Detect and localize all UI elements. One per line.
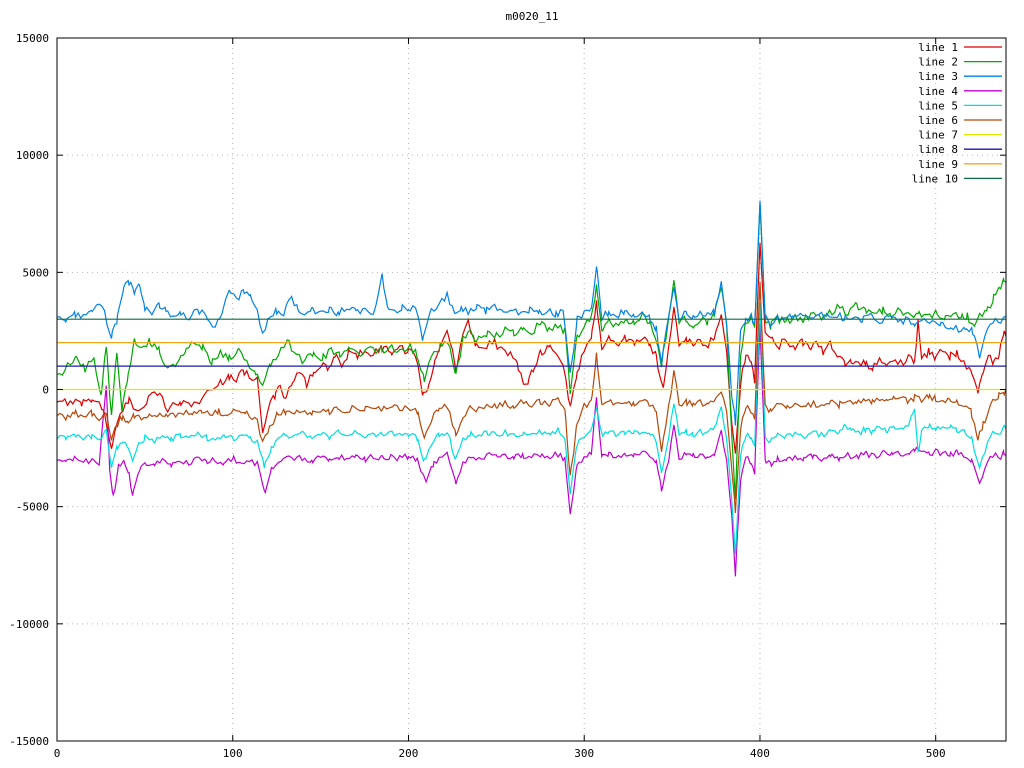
y-tick-label: 0 [42, 384, 49, 397]
legend-label-line-8: line 8 [918, 143, 958, 156]
y-tick-label: 10000 [16, 149, 49, 162]
series-line-4 [56, 323, 1007, 577]
x-tick-label: 500 [926, 747, 946, 760]
legend-label-line-5: line 5 [918, 99, 958, 112]
legend-label-line-1: line 1 [918, 41, 958, 54]
series-line-3 [56, 200, 1007, 426]
legend-label-line-6: line 6 [918, 114, 958, 127]
y-tick-label: -5000 [16, 501, 49, 514]
x-tick-label: 100 [223, 747, 243, 760]
x-tick-label: 400 [750, 747, 770, 760]
series-line-2 [56, 203, 1007, 500]
series-line-5 [56, 302, 1007, 555]
legend-label-line-4: line 4 [918, 85, 958, 98]
series-line-1 [56, 242, 1007, 454]
legend-label-line-9: line 9 [918, 158, 958, 171]
chart-title: m0020_11 [505, 10, 559, 23]
legend-label-line-2: line 2 [918, 56, 958, 69]
series-line-6 [56, 281, 1007, 514]
x-tick-label: 0 [54, 747, 61, 760]
y-tick-label: -15000 [9, 735, 49, 748]
y-tick-label: 5000 [23, 266, 50, 279]
legend-label-line-7: line 7 [918, 129, 958, 142]
legend-label-line-3: line 3 [918, 70, 958, 83]
x-tick-label: 200 [399, 747, 419, 760]
y-tick-label: -10000 [9, 618, 49, 631]
y-tick-label: 15000 [16, 32, 49, 45]
x-tick-label: 300 [574, 747, 594, 760]
legend-label-line-10: line 10 [912, 172, 958, 185]
